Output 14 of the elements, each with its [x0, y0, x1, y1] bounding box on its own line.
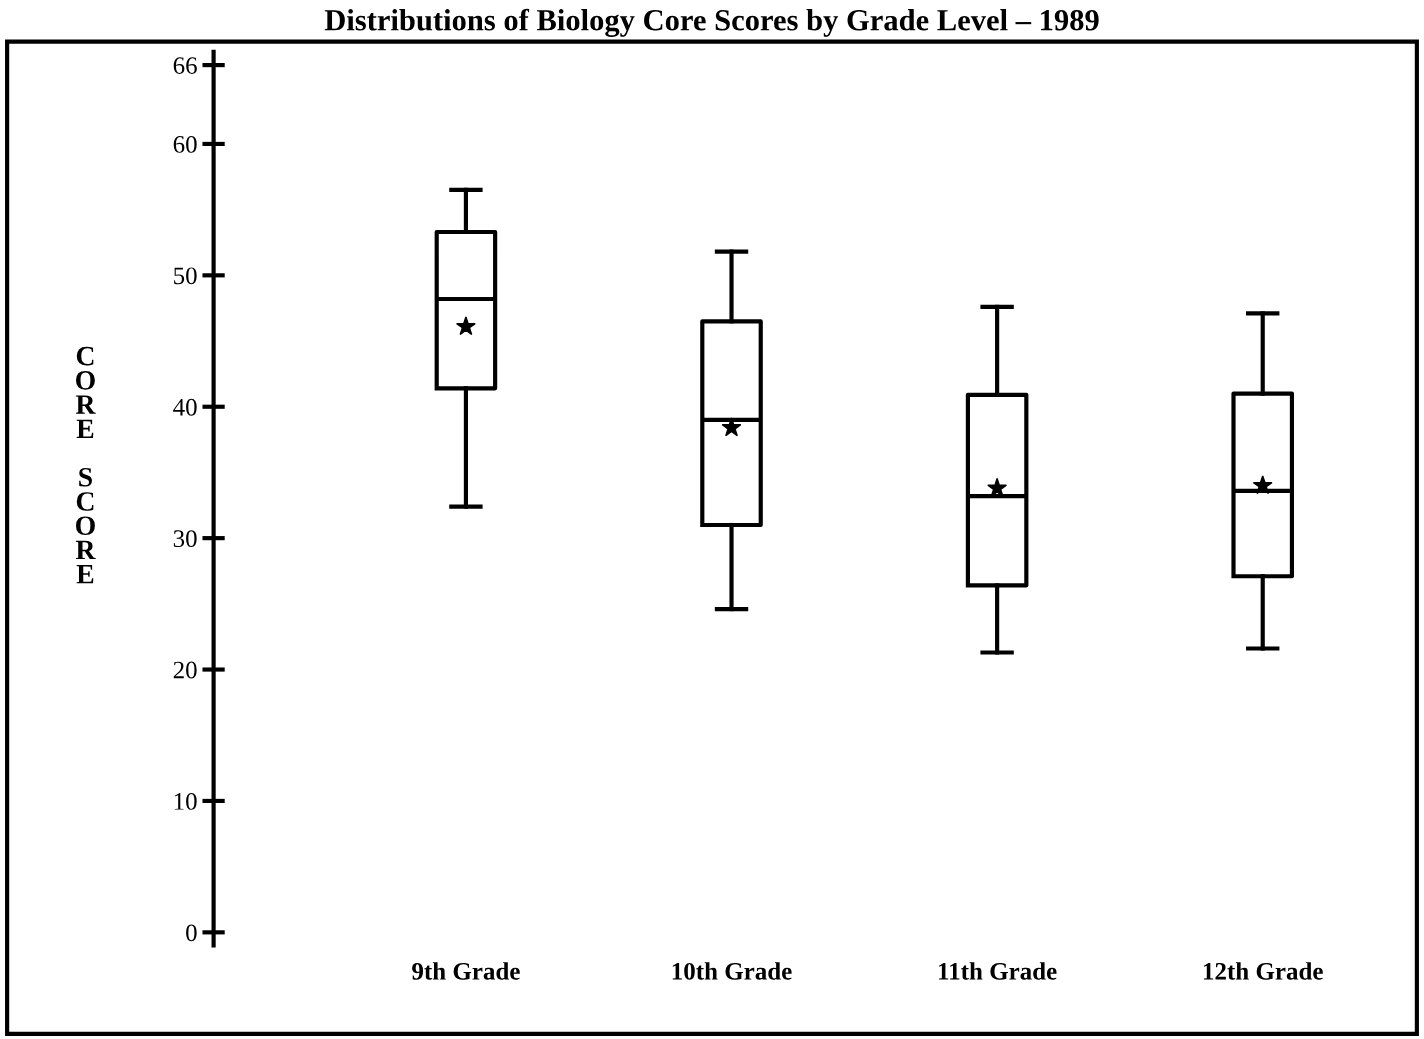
chart-title: Distributions of Biology Core Scores by Grade Level – 1989: [324, 8, 1099, 37]
y-tick-label: 50: [174, 267, 197, 285]
y-tick-label: 20: [173, 661, 197, 679]
y-tick-label: 60: [173, 135, 197, 153]
y-tick-label: 10: [174, 793, 197, 810]
x-tick-label: 10th Grade: [672, 962, 792, 980]
y-tick-label: 0: [186, 924, 197, 942]
x-tick-label: 9th Grade: [412, 962, 520, 980]
y-tick-label: 40: [173, 398, 197, 416]
y-tick-label: 66: [173, 57, 197, 75]
x-tick-label: 12th Grade: [1203, 962, 1323, 980]
text: CORE SCORE: [75, 346, 96, 584]
x-tick-label: 11th Grade: [939, 962, 1057, 980]
y-tick-label: 30: [173, 530, 197, 548]
